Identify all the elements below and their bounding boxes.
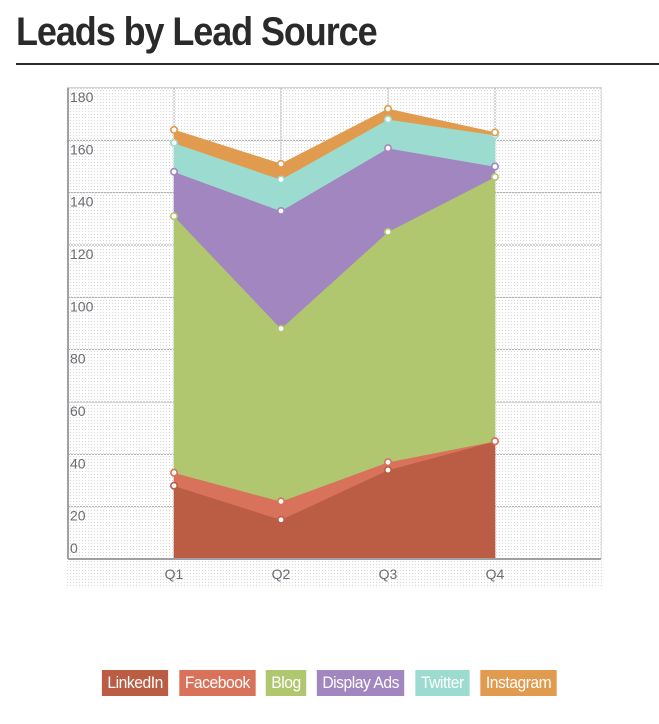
- data-point-blog[interactable]: [490, 172, 499, 181]
- data-point-facebook[interactable]: [170, 468, 179, 477]
- data-point-linkedin[interactable]: [383, 466, 392, 475]
- y-tick-label: 0: [70, 540, 78, 556]
- y-tick-label: 40: [70, 455, 86, 471]
- stacked-area-chart: 0 20 40 60 80 100 120 140 160 180 Q1 Q2 Q3 Q4: [67, 87, 602, 582]
- data-point-instagram[interactable]: [170, 125, 179, 134]
- data-point-instagram[interactable]: [490, 128, 499, 137]
- y-tick-label: 180: [70, 89, 94, 105]
- data-point-facebook[interactable]: [277, 497, 286, 506]
- legend-item-twitter[interactable]: Twitter: [415, 670, 470, 696]
- chart-legend: LinkedIn Facebook Blog Display Ads Twitter In…: [0, 670, 659, 696]
- legend-item-linkedin[interactable]: LinkedIn: [101, 670, 169, 696]
- data-point-display-ads[interactable]: [383, 144, 392, 153]
- data-point-blog[interactable]: [383, 227, 392, 236]
- data-point-facebook[interactable]: [383, 458, 392, 467]
- legend-item-display-ads[interactable]: Display Ads: [316, 670, 405, 696]
- title-divider: [16, 63, 659, 65]
- data-point-twitter[interactable]: [383, 115, 392, 124]
- x-tick-label: Q4: [486, 566, 505, 582]
- chart-title: Leads by Lead Source: [16, 10, 378, 54]
- legend-item-instagram[interactable]: Instagram: [480, 670, 557, 696]
- x-tick-label: Q3: [379, 566, 398, 582]
- data-point-facebook[interactable]: [490, 437, 499, 446]
- x-tick-label: Q1: [165, 566, 184, 582]
- data-point-twitter[interactable]: [170, 138, 179, 147]
- y-tick-label: 140: [70, 194, 94, 210]
- y-tick-label: 80: [70, 351, 86, 367]
- data-point-display-ads[interactable]: [170, 167, 179, 176]
- data-point-twitter[interactable]: [277, 175, 286, 184]
- data-point-blog[interactable]: [277, 324, 286, 333]
- legend-item-facebook[interactable]: Facebook: [179, 670, 256, 696]
- y-tick-label: 120: [70, 246, 94, 262]
- legend-item-blog[interactable]: Blog: [265, 670, 307, 696]
- data-point-linkedin[interactable]: [170, 481, 179, 490]
- y-tick-label: 100: [70, 298, 94, 314]
- y-tick-label: 60: [70, 403, 86, 419]
- x-tick-label: Q2: [272, 566, 291, 582]
- y-tick-label: 160: [70, 141, 94, 157]
- data-point-instagram[interactable]: [277, 159, 286, 168]
- y-tick-label: 20: [70, 508, 86, 524]
- data-point-display-ads[interactable]: [490, 162, 499, 171]
- chart-area: 0 20 40 60 80 100 120 140 160 180 Q1 Q2 Q3 Q4: [66, 86, 604, 588]
- data-point-display-ads[interactable]: [277, 206, 286, 215]
- data-point-blog[interactable]: [170, 212, 179, 221]
- data-point-linkedin[interactable]: [277, 515, 286, 524]
- data-point-instagram[interactable]: [383, 104, 392, 113]
